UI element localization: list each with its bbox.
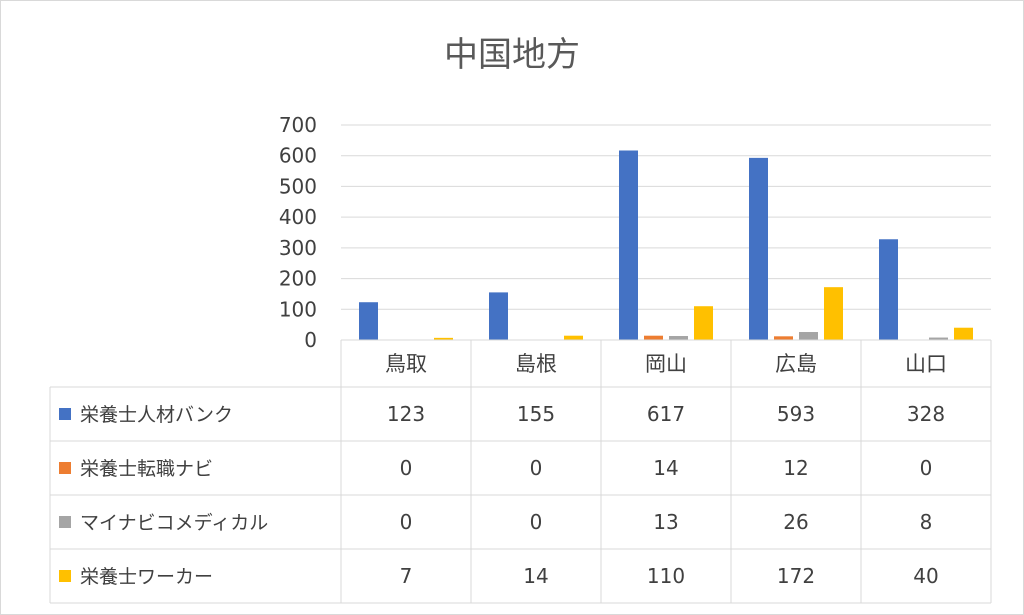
data-cell: 593 xyxy=(777,402,815,426)
bar xyxy=(929,337,948,340)
y-tick-label: 300 xyxy=(279,236,317,260)
bar xyxy=(644,335,663,340)
data-cell: 8 xyxy=(920,510,933,534)
data-cell: 12 xyxy=(783,456,808,480)
y-tick-label: 400 xyxy=(279,205,317,229)
data-cell: 617 xyxy=(647,402,685,426)
series-name: 栄養士転職ナビ xyxy=(80,458,213,480)
data-cell: 0 xyxy=(400,456,413,480)
y-tick-label: 600 xyxy=(279,144,317,168)
bar xyxy=(694,306,713,340)
y-tick-label: 100 xyxy=(279,297,317,321)
bar xyxy=(799,332,818,340)
data-cell: 13 xyxy=(653,510,678,534)
series-name: 栄養士ワーカー xyxy=(80,566,213,588)
series-name: 栄養士人材バンク xyxy=(80,404,233,426)
data-cell: 26 xyxy=(783,510,808,534)
category-label: 鳥取 xyxy=(385,352,427,376)
data-cell: 7 xyxy=(400,564,413,588)
y-tick-label: 0 xyxy=(304,328,317,352)
category-label: 山口 xyxy=(905,352,947,376)
bar xyxy=(954,327,973,340)
bar xyxy=(774,336,793,340)
data-cell: 110 xyxy=(647,564,685,588)
category-label: 岡山 xyxy=(645,352,687,376)
bar xyxy=(824,287,843,340)
data-cell: 0 xyxy=(530,456,543,480)
data-cell: 172 xyxy=(777,564,815,588)
bars xyxy=(359,150,973,340)
category-label: 広島 xyxy=(775,352,817,376)
bar xyxy=(564,335,583,340)
data-cell: 0 xyxy=(530,510,543,534)
bar xyxy=(669,336,688,340)
data-cell: 0 xyxy=(400,510,413,534)
legend-swatch xyxy=(59,408,71,420)
data-cell: 14 xyxy=(523,564,548,588)
y-tick-label: 200 xyxy=(279,267,317,291)
legend-swatch xyxy=(59,570,71,582)
bar xyxy=(619,150,638,340)
data-cell: 123 xyxy=(387,402,425,426)
data-cell: 40 xyxy=(913,564,938,588)
data-cell: 0 xyxy=(920,456,933,480)
data-cell: 14 xyxy=(653,456,678,480)
bar xyxy=(879,239,898,340)
data-cell: 328 xyxy=(907,402,945,426)
bar xyxy=(434,337,453,340)
bar xyxy=(749,157,768,340)
bar xyxy=(359,302,378,340)
y-tick-label: 500 xyxy=(279,174,317,198)
bar xyxy=(489,292,508,340)
legend-swatch xyxy=(59,516,71,528)
category-label: 島根 xyxy=(515,352,557,376)
series-name: マイナビコメディカル xyxy=(80,512,268,534)
chart-title: 中国地方 xyxy=(444,35,580,75)
legend-swatch xyxy=(59,462,71,474)
y-tick-label: 700 xyxy=(279,113,317,137)
data-cell: 155 xyxy=(517,402,555,426)
